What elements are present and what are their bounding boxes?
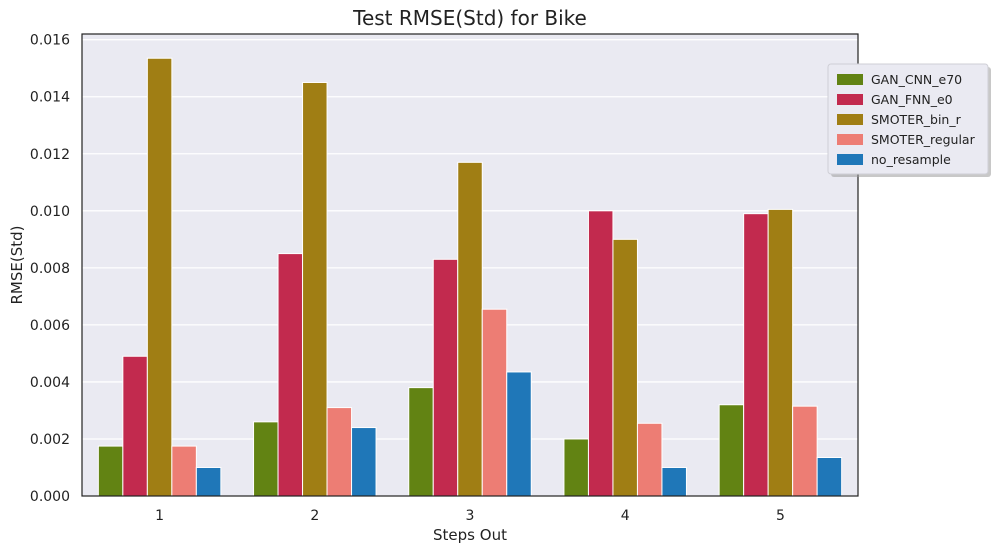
bar-GAN_FNN_e0-2 [277, 253, 304, 497]
chart-title: Test RMSE(Std) for Bike [352, 6, 587, 30]
legend-label: GAN_FNN_e0 [871, 92, 953, 107]
bar-SMOTER_regular-5 [792, 405, 818, 497]
bars [97, 57, 843, 497]
legend: GAN_CNN_e70 GAN_FNN_e0 SMOTER_bin_r SMOTER_… [827, 63, 991, 177]
bar-SMOTER_bin_r-4 [612, 238, 638, 497]
legend-swatch [837, 114, 863, 125]
x-tick-label: 1 [155, 508, 164, 524]
bar-SMOTER_regular-3 [481, 308, 508, 497]
y-tick-label: 0.008 [30, 261, 70, 277]
y-tick-label: 0.012 [30, 147, 70, 163]
bar-SMOTER_bin_r-3 [457, 161, 483, 497]
y-tick-label: 0.006 [30, 318, 70, 334]
bar-SMOTER_regular-1 [171, 445, 197, 497]
x-axis-label: Steps Out [433, 526, 507, 544]
y-tick-label: 0.004 [30, 375, 70, 391]
bar-SMOTER_bin_r-1 [146, 57, 173, 497]
bar-no_resample-1 [195, 466, 222, 497]
bar-no_resample-3 [506, 371, 532, 497]
bar-GAN_CNN_e70-4 [563, 438, 589, 497]
y-axis-label: RMSE(Std) [8, 226, 26, 305]
x-tick-label: 3 [466, 508, 475, 524]
legend-label: SMOTER_bin_r [871, 112, 962, 127]
bar-SMOTER_regular-2 [326, 407, 353, 497]
bar-no_resample-5 [816, 457, 843, 497]
bar-GAN_FNN_e0-5 [743, 213, 769, 497]
plot-frame [81, 33, 859, 497]
bar-GAN_FNN_e0-3 [432, 258, 459, 497]
bar-GAN_CNN_e70-2 [253, 421, 279, 497]
legend-swatch [837, 74, 863, 85]
y-axis-ticks: 0.000 0.002 0.004 0.006 0.008 0.010 0.012 0.014… [30, 33, 70, 505]
legend-label: GAN_CNN_e70 [871, 72, 962, 87]
bar-SMOTER_regular-4 [636, 422, 663, 497]
legend-box [827, 63, 989, 175]
legend-swatch [837, 134, 863, 145]
bar-no_resample-2 [351, 427, 377, 497]
x-tick-label: 4 [621, 508, 630, 524]
y-tick-label: 0.014 [30, 90, 70, 106]
bar-GAN_CNN_e70-3 [408, 387, 434, 497]
x-tick-label: 5 [776, 508, 785, 524]
y-tick-label: 0.016 [30, 33, 70, 49]
y-tick-label: 0.010 [30, 204, 70, 220]
y-tick-label: 0.002 [30, 432, 70, 448]
bar-SMOTER_bin_r-5 [767, 208, 794, 497]
bar-GAN_CNN_e70-1 [97, 445, 124, 497]
bar-GAN_CNN_e70-5 [718, 404, 745, 497]
bar-SMOTER_bin_r-2 [302, 81, 328, 497]
legend-swatch [837, 154, 863, 165]
bar-GAN_FNN_e0-1 [122, 355, 148, 497]
bar-no_resample-4 [661, 466, 687, 497]
legend-swatch [837, 94, 863, 105]
bar-GAN_FNN_e0-4 [587, 210, 614, 497]
x-tick-label: 2 [310, 508, 319, 524]
x-axis-ticks: 1 2 3 4 5 [155, 508, 785, 524]
legend-label: no_resample [871, 152, 951, 167]
legend-label: SMOTER_regular [871, 132, 976, 147]
y-tick-label: 0.000 [30, 489, 70, 505]
